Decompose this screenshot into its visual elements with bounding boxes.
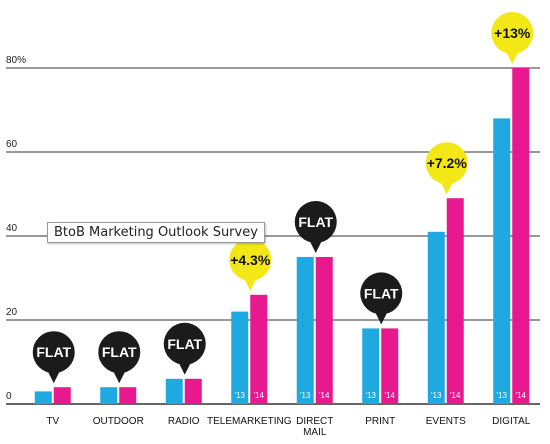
change-label: FLAT bbox=[364, 285, 399, 301]
y-tick-label: 20 bbox=[6, 307, 18, 318]
x-tick-label: MAIL bbox=[303, 427, 327, 438]
x-tick-label: TELEMARKETING bbox=[207, 416, 292, 427]
bar-13 bbox=[296, 257, 314, 404]
bar-13 bbox=[231, 311, 249, 404]
change-bubble bbox=[491, 12, 534, 54]
bar-year-label: '14 bbox=[319, 391, 330, 400]
y-tick-label: 40 bbox=[6, 223, 18, 234]
bar-14 bbox=[53, 387, 71, 404]
change-label: FLAT bbox=[298, 214, 333, 230]
change-label: FLAT bbox=[36, 344, 71, 360]
bar-14 bbox=[315, 257, 333, 404]
change-bubble bbox=[32, 331, 75, 374]
bar-13 bbox=[100, 387, 118, 404]
y-tick-label: 0 bbox=[6, 391, 12, 402]
change-bubble bbox=[163, 322, 206, 365]
bar-13 bbox=[362, 328, 380, 404]
change-bubble bbox=[425, 142, 468, 185]
x-tick-label: DIGITAL bbox=[492, 416, 531, 427]
bar-year-label: '13 bbox=[300, 391, 311, 400]
bar-year-label: '14 bbox=[385, 391, 396, 400]
bar-14 bbox=[184, 378, 202, 404]
change-bubble bbox=[360, 272, 403, 315]
change-bubble bbox=[229, 238, 272, 281]
bar-year-label: '13 bbox=[431, 391, 442, 400]
bar-14 bbox=[446, 198, 464, 404]
bar-year-label: '13 bbox=[235, 391, 246, 400]
bar-year-label: '14 bbox=[254, 391, 265, 400]
x-tick-label: OUTDOOR bbox=[93, 416, 144, 427]
change-label: +4.3% bbox=[230, 252, 271, 268]
change-label: +7.2% bbox=[427, 155, 468, 171]
change-bubble bbox=[98, 331, 141, 374]
change-label: +13% bbox=[494, 25, 531, 41]
x-tick-label: RADIO bbox=[168, 416, 200, 427]
x-tick-label: PRINT bbox=[365, 416, 395, 427]
bar-13 bbox=[34, 391, 52, 404]
change-bubble bbox=[294, 201, 337, 243]
bar-14 bbox=[512, 68, 530, 404]
bar-year-label: '13 bbox=[366, 391, 377, 400]
x-tick-label: DIRECT bbox=[296, 416, 333, 427]
y-tick-label: 80% bbox=[6, 55, 26, 66]
survey-tooltip: BtoB Marketing Outlook Survey bbox=[47, 222, 265, 243]
bar-14 bbox=[381, 328, 399, 404]
bar-13 bbox=[493, 118, 511, 405]
bar-13 bbox=[165, 378, 183, 404]
bar-year-label: '14 bbox=[516, 391, 527, 400]
x-tick-label: EVENTS bbox=[426, 416, 466, 427]
bar-14 bbox=[119, 387, 137, 404]
bar-year-label: '13 bbox=[497, 391, 508, 400]
bar-14 bbox=[250, 294, 268, 404]
bar-year-label: '14 bbox=[450, 391, 461, 400]
change-label: FLAT bbox=[102, 344, 137, 360]
y-tick-label: 60 bbox=[6, 139, 18, 150]
x-tick-label: TV bbox=[46, 416, 59, 427]
change-label: FLAT bbox=[167, 336, 202, 352]
bar-13 bbox=[427, 231, 445, 404]
